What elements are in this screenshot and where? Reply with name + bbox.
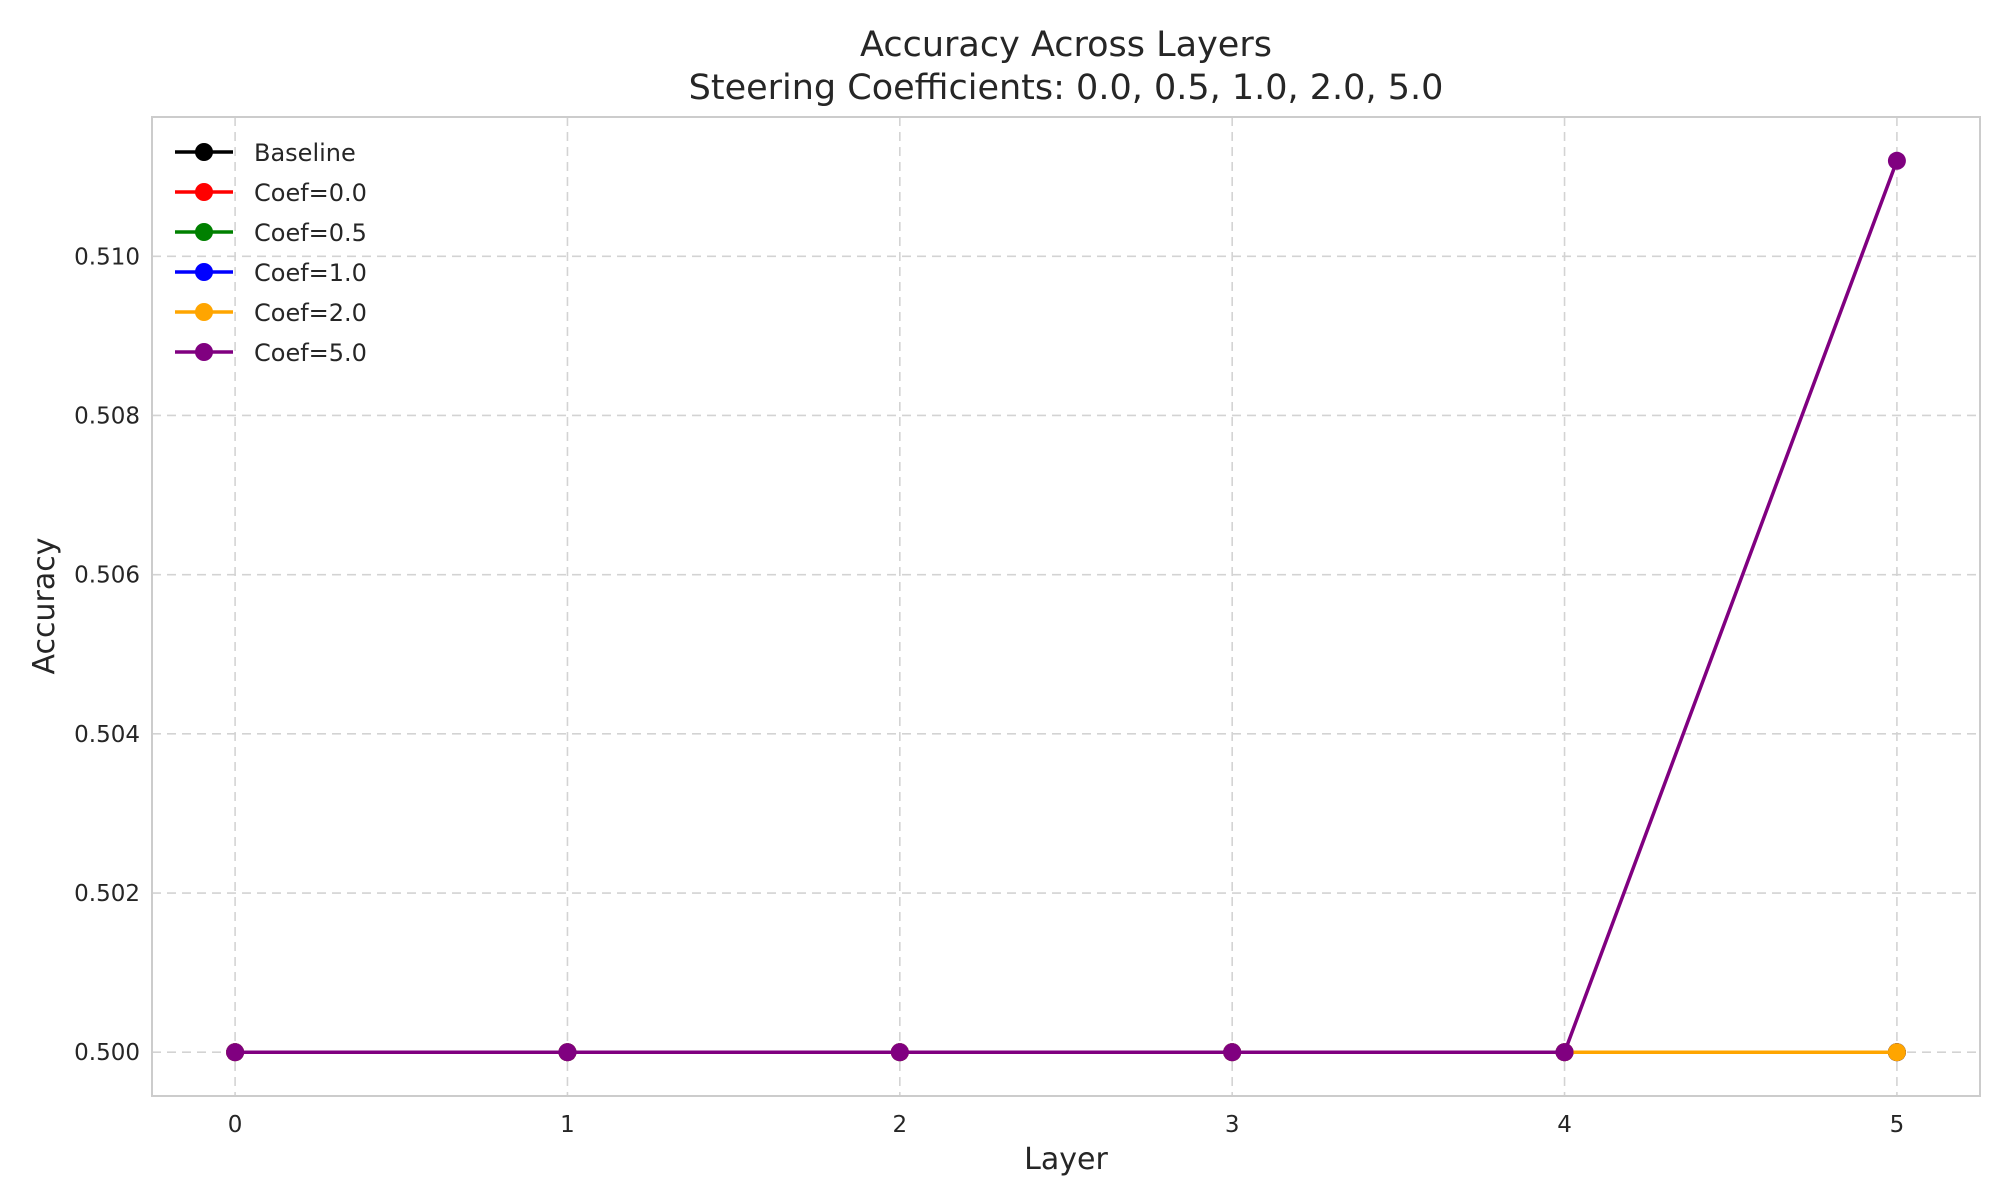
series-line bbox=[235, 160, 1899, 1054]
data-point bbox=[1555, 1043, 1574, 1062]
x-tick-label: 3 bbox=[1225, 1112, 1240, 1138]
data-point bbox=[1887, 151, 1906, 170]
x-tick-label: 0 bbox=[228, 1112, 243, 1138]
tick-layer: 0 1 2 3 4 5 0.500 0.502 0.504 0.506 0.508 0.510 bbox=[74, 244, 1904, 1138]
legend-label: Coef=5.0 bbox=[254, 339, 367, 367]
y-tick-label: 0.502 bbox=[74, 881, 140, 907]
legend-entry: Coef=2.0 bbox=[175, 299, 367, 327]
chart-title: Accuracy Across Layers bbox=[860, 25, 1272, 65]
legend-label: Baseline bbox=[254, 139, 356, 167]
data-point bbox=[890, 1043, 909, 1062]
y-tick-label: 0.504 bbox=[74, 722, 140, 748]
legend-entry: Coef=0.0 bbox=[175, 179, 367, 207]
legend-marker bbox=[195, 263, 213, 281]
legend-label: Coef=0.5 bbox=[254, 219, 367, 247]
legend-entry: Coef=1.0 bbox=[175, 259, 367, 287]
y-tick-label: 0.508 bbox=[74, 403, 140, 429]
y-tick-label: 0.510 bbox=[74, 244, 140, 270]
legend-marker bbox=[195, 223, 213, 241]
data-point bbox=[1223, 1043, 1242, 1062]
y-tick-label: 0.506 bbox=[74, 563, 140, 589]
legend-entry: Baseline bbox=[175, 139, 356, 167]
series-coef-5-0 bbox=[226, 151, 1906, 1062]
legend: Baseline Coef=0.0 Coef=0.5 Coef=1.0 Coef=2.0… bbox=[175, 139, 367, 367]
data-point bbox=[226, 1043, 245, 1062]
legend-label: Coef=0.0 bbox=[254, 179, 367, 207]
legend-marker bbox=[195, 183, 213, 201]
x-axis-label: Layer bbox=[1024, 1142, 1108, 1177]
legend-marker bbox=[195, 143, 213, 161]
legend-label: Coef=2.0 bbox=[254, 299, 367, 327]
grid-layer bbox=[152, 117, 1980, 1096]
legend-label: Coef=1.0 bbox=[254, 259, 367, 287]
series-layer bbox=[226, 151, 1906, 1062]
data-point bbox=[558, 1043, 577, 1062]
legend-marker bbox=[195, 303, 213, 321]
x-tick-label: 4 bbox=[1557, 1112, 1572, 1138]
x-tick-label: 5 bbox=[1890, 1112, 1905, 1138]
y-axis-label: Accuracy bbox=[27, 538, 62, 675]
legend-entry: Coef=5.0 bbox=[175, 339, 367, 367]
data-point bbox=[1887, 1043, 1906, 1062]
y-tick-label: 0.500 bbox=[74, 1040, 140, 1066]
x-tick-label: 1 bbox=[560, 1112, 575, 1138]
legend-entry: Coef=0.5 bbox=[175, 219, 367, 247]
x-tick-label: 2 bbox=[892, 1112, 907, 1138]
plot-area-frame bbox=[151, 116, 1981, 1097]
chart-subtitle: Steering Coefficients: 0.0, 0.5, 1.0, 2.… bbox=[689, 68, 1444, 108]
legend-marker bbox=[195, 343, 213, 361]
